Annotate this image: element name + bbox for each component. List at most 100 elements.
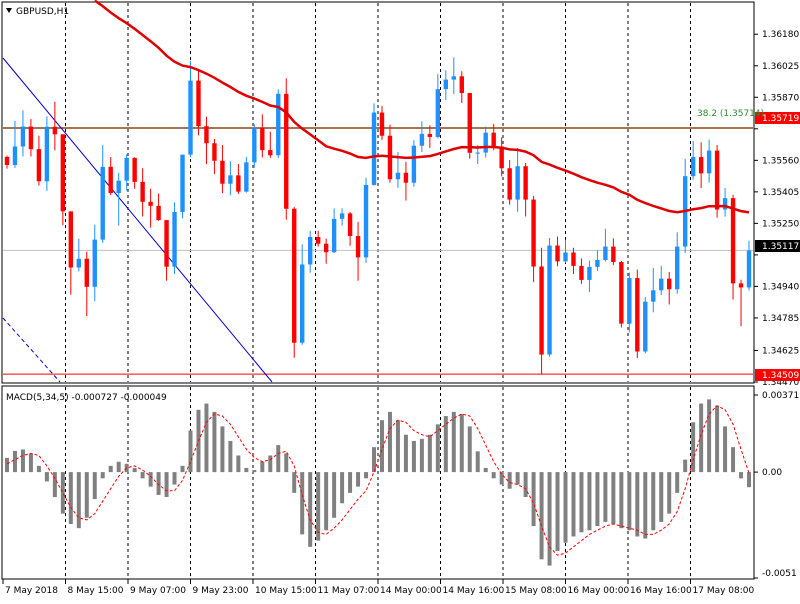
candle-body <box>635 278 640 352</box>
macd-bar <box>4 457 9 473</box>
candle <box>451 57 456 95</box>
candle-body <box>523 166 528 200</box>
candle <box>563 239 568 263</box>
macd-bar <box>340 472 345 504</box>
candle <box>419 121 425 152</box>
candle <box>284 78 289 220</box>
candle <box>12 120 18 168</box>
macd-bar <box>531 472 536 527</box>
price-tick-label: 1.34470 <box>762 378 799 388</box>
candle-body <box>220 160 225 184</box>
candle-body <box>76 258 81 268</box>
candle-body <box>619 262 624 324</box>
macd-bar <box>747 472 752 488</box>
candle <box>148 188 153 228</box>
candle-body <box>60 134 66 212</box>
time-axis: 7 May 2018 8 May 15:00 9 May 07:00 9 May 23… <box>2 579 754 596</box>
candle-body <box>339 213 345 219</box>
macd-bar <box>180 465 185 473</box>
fib-price-tag: 1.35719 <box>755 112 800 124</box>
candle <box>746 240 752 291</box>
macd-bar <box>36 465 41 473</box>
candle-body <box>667 278 672 290</box>
candle <box>228 161 233 196</box>
macd-bar <box>659 472 664 522</box>
macd-bar <box>92 472 97 500</box>
candle-body <box>371 112 377 185</box>
candle <box>68 211 74 295</box>
candle-body <box>204 126 209 144</box>
candle <box>124 154 129 191</box>
macd-bar <box>619 472 624 529</box>
candle <box>722 187 728 217</box>
candlestick-series <box>4 57 752 375</box>
macd-bar <box>563 472 568 543</box>
macd-bar <box>595 472 600 527</box>
candle <box>667 271 672 305</box>
candle-body <box>355 235 361 258</box>
candle <box>108 157 113 196</box>
candle <box>276 89 281 158</box>
dropdown-arrow-icon[interactable] <box>6 8 12 13</box>
macd-bar <box>483 467 488 473</box>
candle <box>4 155 10 169</box>
trendlines[interactable] <box>2 57 273 383</box>
candle <box>627 272 632 333</box>
candle-body <box>459 76 464 94</box>
candle <box>140 168 145 217</box>
candle <box>355 221 361 281</box>
macd-bar <box>459 413 464 473</box>
price-tick-label: 1.36025 <box>762 62 799 72</box>
candle-body <box>36 149 42 182</box>
trendline-dashed[interactable] <box>2 317 61 383</box>
candle-body <box>643 301 648 352</box>
candle-body <box>244 162 249 192</box>
candle <box>180 154 185 219</box>
candle <box>244 156 249 193</box>
candle <box>220 145 225 194</box>
macd-bar <box>116 461 121 473</box>
candle <box>547 238 552 357</box>
low-price-tag-text: 1.34509 <box>762 371 799 381</box>
candle <box>507 159 512 205</box>
macd-bar <box>435 424 440 473</box>
candle <box>172 202 177 275</box>
candle <box>579 258 584 284</box>
candle-body <box>188 80 193 155</box>
price-tick-label: 1.34785 <box>762 314 799 324</box>
trendline-main[interactable] <box>2 57 273 383</box>
candle-body <box>4 156 10 166</box>
macd-bar <box>156 472 161 495</box>
low-price-tag: 1.34509 <box>755 369 800 381</box>
price-tick-label: 1.35405 <box>762 188 799 198</box>
candle-body <box>268 150 273 156</box>
macd-bar <box>140 472 145 479</box>
macd-bar <box>523 472 528 498</box>
candle-body <box>331 218 337 253</box>
macd-bar <box>611 472 616 525</box>
time-tick-label: 16 May 16:00 <box>630 586 692 596</box>
candle <box>132 157 137 189</box>
macd-bar <box>667 472 672 514</box>
candle <box>587 260 592 293</box>
candle <box>730 194 736 300</box>
macd-bar <box>132 467 137 473</box>
candle-body <box>483 132 488 153</box>
candle <box>323 238 329 264</box>
macd-bar <box>212 411 217 473</box>
candle-body <box>746 250 752 288</box>
candle <box>60 134 66 226</box>
candle-body <box>164 220 169 267</box>
symbol-title[interactable]: GBPUSD,H1 <box>6 7 69 17</box>
candle-body <box>20 126 26 147</box>
macd-bar <box>675 472 680 493</box>
macd-bar <box>699 403 704 473</box>
candle <box>499 137 504 177</box>
macd-bar <box>627 472 632 531</box>
macd-bar <box>260 461 265 473</box>
bid-price-tag: 1.35117 <box>755 240 800 252</box>
macd-bar <box>603 472 608 522</box>
candle-body <box>180 154 185 212</box>
